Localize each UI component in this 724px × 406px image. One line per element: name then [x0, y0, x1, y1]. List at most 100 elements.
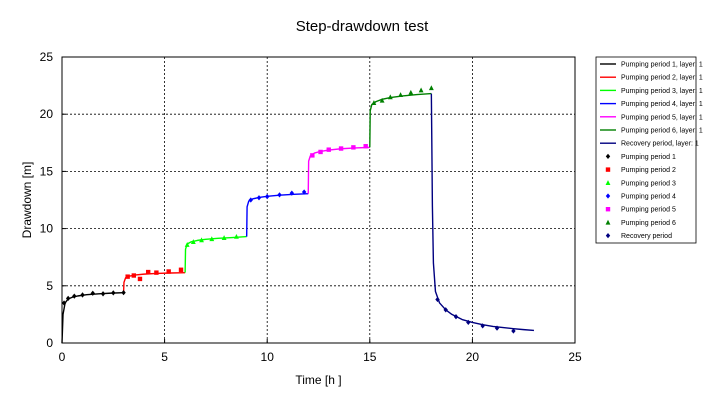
- series-line: [245, 193, 309, 237]
- data-point: [265, 193, 270, 200]
- legend-label: Pumping period 4: [621, 194, 676, 201]
- x-tick-label: 5: [161, 350, 168, 364]
- legend-box: [595, 56, 697, 244]
- series-4: [307, 146, 370, 194]
- legend-item: Pumping period 6, layer: 1: [600, 128, 703, 135]
- data-point: [100, 291, 106, 297]
- data-point: [72, 293, 77, 299]
- data-point: [61, 300, 67, 306]
- legend-item: Recovery period, layer: 1: [600, 141, 699, 148]
- y-tick-label: 20: [40, 107, 54, 121]
- data-point: [121, 290, 126, 296]
- data-point: [131, 273, 137, 278]
- data-point: [371, 100, 377, 105]
- legend-item: Pumping period 4: [605, 193, 676, 201]
- data-point: [387, 94, 393, 100]
- data-point: [338, 146, 344, 151]
- data-point: [221, 235, 227, 240]
- data-point: [80, 292, 85, 298]
- legend-item: Pumping period 1, layer: 1: [600, 62, 703, 69]
- series-7: [61, 290, 126, 306]
- x-axis-ticks: 0 5 10 15 20 25: [59, 339, 582, 364]
- data-point: [310, 153, 315, 158]
- legend-label: Pumping period 4, layer: 1: [621, 101, 703, 108]
- data-point: [199, 237, 204, 243]
- data-point: [326, 147, 331, 152]
- data-point: [398, 92, 403, 97]
- legend-label: Pumping period 5, layer: 1: [621, 114, 703, 121]
- legend-swatch: [605, 167, 611, 172]
- data-point: [428, 85, 434, 91]
- data-point: [190, 239, 196, 244]
- y-axis-ticks: 0 5 10 15 20 25: [40, 50, 66, 350]
- legend-swatch: [605, 153, 611, 160]
- data-point: [435, 296, 440, 303]
- data-point: [408, 89, 414, 95]
- data-point: [466, 319, 471, 326]
- legend-item: Recovery period: [605, 232, 672, 240]
- data-point: [65, 295, 71, 302]
- legend-label: Pumping period 3: [621, 180, 676, 187]
- series-11: [310, 144, 368, 158]
- data-point: [178, 267, 184, 272]
- plot-frame: [61, 56, 576, 344]
- data-point: [125, 274, 130, 279]
- series-13: [435, 296, 516, 334]
- y-axis-label: Drawdown [m]: [20, 162, 34, 239]
- x-tick-label: 15: [363, 350, 377, 364]
- data-point: [256, 195, 262, 201]
- series-8: [125, 267, 184, 282]
- legend-label: Recovery period: [621, 233, 672, 240]
- series-line: [369, 92, 432, 148]
- data-point: [494, 325, 500, 331]
- data-point: [511, 328, 516, 334]
- series-12: [371, 85, 434, 105]
- data-point: [166, 269, 171, 274]
- legend-swatch: [605, 207, 611, 212]
- data-point: [277, 192, 282, 198]
- legend-label: Pumping period 2: [621, 167, 676, 174]
- grid: [62, 57, 575, 343]
- legend-item: Pumping period 5: [605, 207, 676, 214]
- y-tick-label: 25: [40, 50, 54, 64]
- legend-label: Pumping period 1: [621, 154, 676, 161]
- y-tick-label: 5: [46, 279, 53, 293]
- data-point: [363, 144, 368, 149]
- data-point: [184, 241, 190, 247]
- data-point: [480, 323, 485, 329]
- data-point: [209, 236, 215, 242]
- data-point: [248, 197, 253, 203]
- legend-item: Pumping period 3, layer: 1: [600, 88, 703, 95]
- legend-swatch: [605, 219, 611, 225]
- legend-item: Pumping period 6: [605, 219, 676, 227]
- series-line: [307, 146, 370, 194]
- legend-item: Pumping period 4, layer: 1: [600, 101, 703, 108]
- legend-label: Pumping period 6, layer: 1: [621, 128, 703, 135]
- legend-swatch: [605, 180, 611, 185]
- plot-series: [61, 85, 535, 344]
- x-axis-label: Time [h ]: [295, 373, 341, 387]
- x-tick-label: 0: [59, 350, 66, 364]
- data-point: [418, 87, 424, 93]
- y-tick-label: 15: [40, 164, 54, 178]
- data-point: [111, 290, 116, 296]
- data-point: [301, 189, 307, 195]
- data-point: [234, 233, 239, 239]
- series-line: [184, 235, 247, 273]
- legend-label: Pumping period 6: [621, 220, 676, 227]
- data-point: [443, 307, 448, 313]
- series-6: [430, 93, 535, 332]
- legend-swatch: [605, 232, 611, 239]
- legend-label: Pumping period 2, layer: 1: [621, 75, 703, 82]
- x-tick-label: 20: [466, 350, 480, 364]
- legend-item: Pumping period 5, layer: 1: [600, 114, 703, 121]
- x-tick-label: 10: [261, 350, 275, 364]
- data-point: [90, 290, 95, 296]
- legend-label: Recovery period, layer: 1: [621, 141, 699, 148]
- legend-label: Pumping period 1, layer: 1: [621, 62, 703, 69]
- data-point: [145, 269, 151, 275]
- y-tick-label: 10: [40, 222, 54, 236]
- legend-label: Pumping period 5: [621, 207, 676, 214]
- data-point: [379, 97, 385, 103]
